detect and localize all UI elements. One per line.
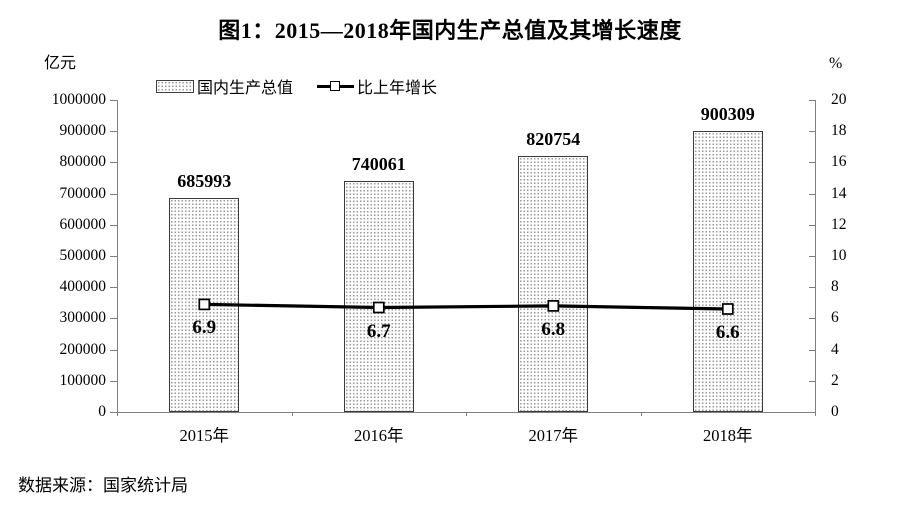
left-axis-tick [110, 100, 117, 101]
right-axis-tick [809, 349, 815, 351]
left-axis-tick [110, 287, 117, 289]
x-axis-tick [117, 412, 118, 416]
left-axis-tick-label: 300000 [59, 309, 107, 327]
legend-item-growth: 比上年增长 [317, 74, 437, 98]
legend-gdp-label: 国内生产总值 [197, 80, 294, 97]
growth-line [204, 302, 728, 311]
x-axis-category-label: 2018年 [703, 426, 753, 445]
right-axis-tick-label: 2 [831, 371, 839, 389]
left-axis-unit: 亿元 [44, 55, 77, 72]
left-axis-tick-label: 0 [98, 403, 106, 420]
growth-value-label: 6.7 [366, 320, 391, 342]
right-axis-tick-label: 4 [831, 340, 839, 358]
left-axis-tick-label: 1000000 [51, 91, 106, 108]
bar-value-label: 740061 [351, 154, 406, 175]
growth-value-label: 6.9 [192, 317, 217, 339]
legend-growth-label: 比上年增长 [357, 80, 438, 97]
left-axis-tick-label: 800000 [59, 153, 107, 171]
x-axis-tick [815, 412, 816, 416]
left-axis-tick-label: 700000 [59, 184, 107, 202]
bar-value-label: 900309 [700, 104, 755, 125]
left-axis-tick-label: 400000 [59, 278, 107, 296]
x-axis-category-label: 2017年 [528, 426, 579, 445]
right-axis-tick [809, 224, 815, 226]
right-axis-tick [809, 193, 815, 195]
right-axis-tick-label: 0 [831, 403, 839, 420]
right-axis-tick-label: 14 [831, 184, 847, 202]
left-axis-tick-label: 900000 [59, 122, 107, 140]
right-axis-tick [809, 318, 815, 320]
right-axis-tick-label: 18 [831, 122, 847, 140]
bar-2017年 [518, 155, 589, 412]
growth-line-swatch-icon [317, 81, 355, 92]
right-axis-tick [809, 256, 815, 257]
bar-2016年 [343, 181, 414, 412]
right-axis-unit: % [829, 55, 843, 72]
left-axis-tick-label: 200000 [59, 340, 107, 358]
right-axis-tick-label: 20 [831, 91, 847, 108]
right-axis-tick [809, 131, 815, 133]
right-axis-tick [809, 162, 815, 164]
gdp-bar-swatch-icon [156, 79, 194, 93]
left-axis-tick-label: 600000 [59, 215, 107, 233]
left-axis-tick-label: 500000 [59, 247, 107, 264]
right-axis-tick-label: 6 [831, 309, 839, 327]
line-marker [330, 81, 341, 91]
left-axis-tick [110, 256, 117, 257]
x-axis-tick [291, 412, 293, 416]
legend-item-gdp: 国内生产总值 [156, 74, 293, 98]
left-axis-tick [110, 380, 117, 382]
right-axis-tick [809, 412, 815, 413]
growth-value-label: 6.6 [715, 322, 740, 343]
data-source: 数据来源：国家统计局 [18, 476, 188, 495]
left-axis-line [117, 100, 118, 412]
left-axis-tick [110, 162, 117, 164]
left-axis-tick [110, 318, 117, 320]
left-axis-tick [110, 224, 117, 226]
bar-value-label: 685993 [177, 171, 232, 191]
growth-value-label: 6.8 [541, 318, 566, 340]
chart-title: 图1：2015—2018年国内生产总值及其增长速度 [218, 18, 682, 43]
bar-2018年 [692, 131, 763, 412]
bar-value-label: 820754 [526, 128, 581, 149]
x-axis-tick [466, 412, 467, 416]
right-axis-tick [809, 287, 815, 289]
left-axis-tick [110, 193, 117, 195]
bar-2015年 [169, 198, 240, 412]
legend: 国内生产总值 比上年增长 [156, 74, 437, 98]
left-axis-tick-label: 100000 [59, 371, 107, 389]
x-axis-category-label: 2016年 [354, 426, 404, 445]
x-axis-tick [640, 412, 642, 416]
right-axis-tick-label: 16 [831, 153, 847, 171]
left-axis-tick [110, 412, 117, 413]
right-axis-tick-label: 12 [831, 215, 847, 233]
right-axis-tick [809, 100, 815, 101]
right-axis-tick-label: 8 [831, 278, 839, 296]
left-axis-tick [110, 131, 117, 133]
right-axis-line [815, 100, 816, 412]
right-axis-tick-label: 10 [831, 247, 847, 264]
x-axis-category-label: 2015年 [179, 426, 230, 445]
right-axis-tick [809, 380, 815, 382]
left-axis-tick [110, 349, 117, 351]
